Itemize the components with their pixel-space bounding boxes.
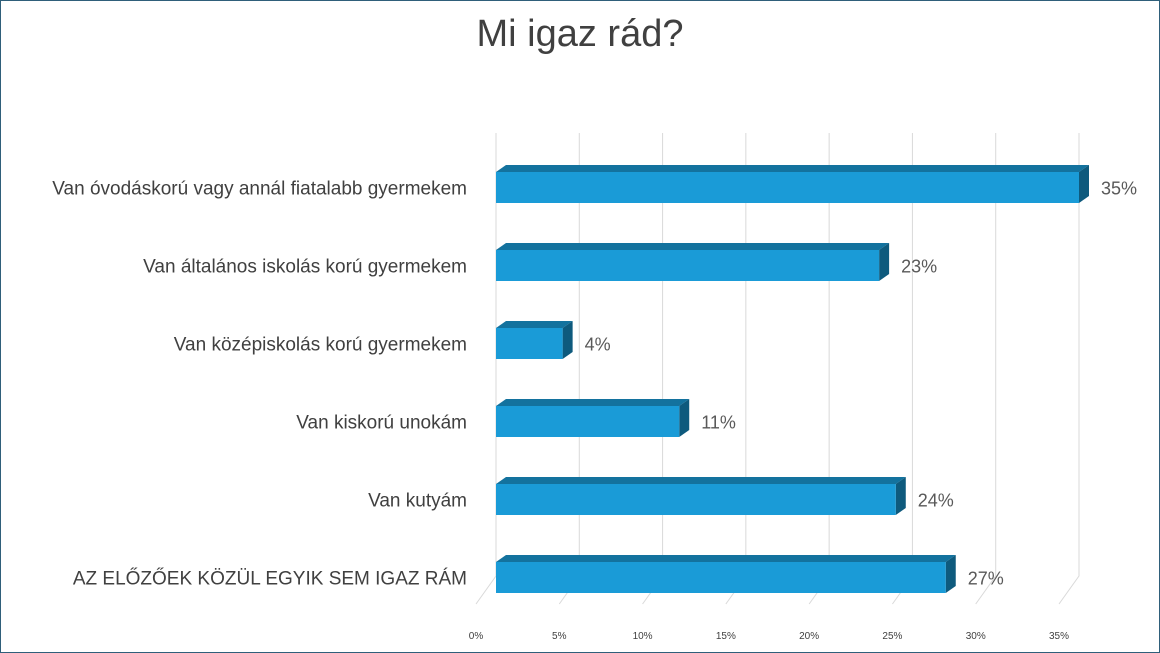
x-tick-label: 25% — [882, 631, 902, 642]
gridline — [642, 133, 664, 605]
data-label: 23% — [901, 257, 937, 277]
gridline — [475, 133, 497, 605]
bar — [496, 399, 690, 437]
bar-top-face — [496, 555, 956, 562]
bar — [496, 477, 906, 515]
gridline — [558, 133, 580, 605]
category-label: Van óvodáskorú vagy annál fiatalabb gyer… — [52, 179, 467, 200]
bar-front-face — [496, 406, 680, 437]
bar-side-face — [895, 477, 906, 515]
gridline — [892, 133, 913, 605]
x-tick-label: 5% — [552, 631, 567, 642]
gridline — [975, 133, 997, 605]
bar-top-face — [496, 165, 1089, 172]
x-tick-label: 30% — [966, 631, 986, 642]
x-tick-label: 0% — [469, 631, 484, 642]
category-label: Van kutyám — [368, 491, 467, 512]
bar — [496, 555, 956, 593]
bar-side-face — [1079, 165, 1089, 203]
category-label: Van középiskolás korú gyermekem — [174, 335, 467, 356]
x-tick-label: 20% — [799, 631, 819, 642]
category-label: Van általános iskolás korú gyermekem — [143, 257, 467, 278]
bar-side-face — [562, 321, 573, 359]
data-label: 11% — [701, 413, 736, 433]
bar-front-face — [496, 562, 946, 593]
bar-side-face — [879, 243, 890, 281]
gridline — [725, 133, 747, 605]
x-tick-label: 35% — [1049, 631, 1069, 642]
bar-front-face — [496, 250, 880, 281]
category-label: AZ ELŐZŐEK KÖZÜL EGYIK SEM IGAZ RÁM — [73, 568, 467, 590]
bar-front-face — [496, 484, 896, 515]
gridline — [1058, 133, 1080, 605]
data-label: 35% — [1101, 179, 1137, 199]
bar-top-face — [496, 399, 690, 406]
gridline — [808, 133, 830, 605]
bar-side-face — [679, 399, 690, 437]
data-label: 27% — [968, 569, 1004, 589]
bar-top-face — [496, 477, 906, 484]
bar-front-face — [496, 172, 1079, 203]
chart-title: Mi igaz rád? — [476, 13, 684, 55]
bar-side-face — [945, 555, 956, 593]
bar-top-face — [496, 243, 890, 250]
bar — [496, 321, 573, 359]
x-tick-label: 15% — [716, 631, 736, 642]
bar-front-face — [496, 328, 563, 359]
category-label: Van kiskorú unokám — [296, 413, 467, 434]
x-tick-label: 10% — [633, 631, 653, 642]
bar — [496, 165, 1089, 203]
bar-top-face — [496, 321, 573, 328]
data-label: 24% — [918, 491, 954, 511]
bar — [496, 243, 890, 281]
data-label: 4% — [585, 335, 611, 355]
